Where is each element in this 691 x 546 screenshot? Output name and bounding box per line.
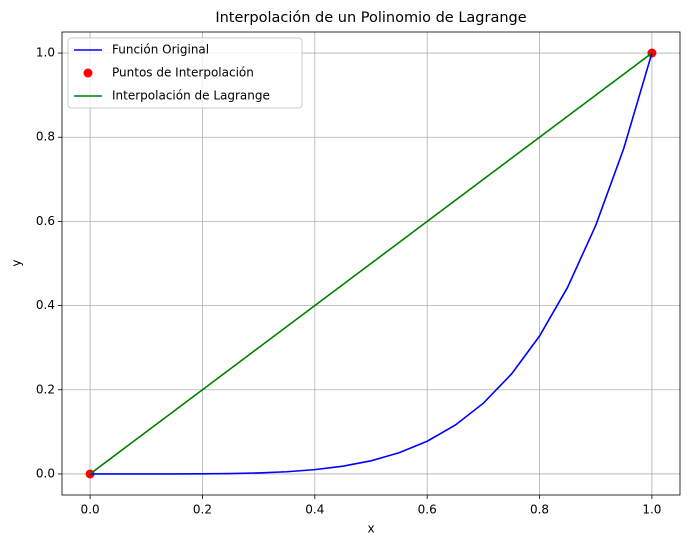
y-tick-label: 0.2 bbox=[36, 382, 55, 396]
axes-frame bbox=[61, 31, 681, 496]
legend-box bbox=[67, 37, 303, 109]
y-tick-label: 0.4 bbox=[36, 298, 55, 312]
x-tick-label: 0.6 bbox=[418, 503, 437, 517]
legend-label: Interpolación de Lagrange bbox=[112, 89, 270, 103]
x-tick-label: 0.2 bbox=[193, 503, 212, 517]
y-tick-label: 1.0 bbox=[36, 46, 55, 60]
y-axis-label: y bbox=[10, 259, 24, 266]
x-tick-label: 1.0 bbox=[642, 503, 661, 517]
legend: Función Original Puntos de Interpolación I… bbox=[67, 37, 303, 109]
x-tick-label: 0.0 bbox=[81, 503, 100, 517]
line bbox=[89, 52, 653, 475]
legend-marker bbox=[83, 68, 93, 78]
legend-label: Función Original bbox=[112, 43, 209, 57]
y-tick-label: 0.8 bbox=[36, 130, 55, 144]
x-axis-label: x bbox=[367, 522, 374, 536]
y-tick-label: 0.6 bbox=[36, 214, 55, 228]
line bbox=[90, 52, 653, 475]
x-tick-label: 0.4 bbox=[305, 503, 324, 517]
y-tick-label: 0.0 bbox=[36, 466, 55, 480]
legend-label: Puntos de Interpolación bbox=[112, 66, 254, 80]
x-tick-label: 0.8 bbox=[530, 503, 549, 517]
chart-title: Interpolación de un Polinomio de Lagrang… bbox=[215, 10, 526, 26]
